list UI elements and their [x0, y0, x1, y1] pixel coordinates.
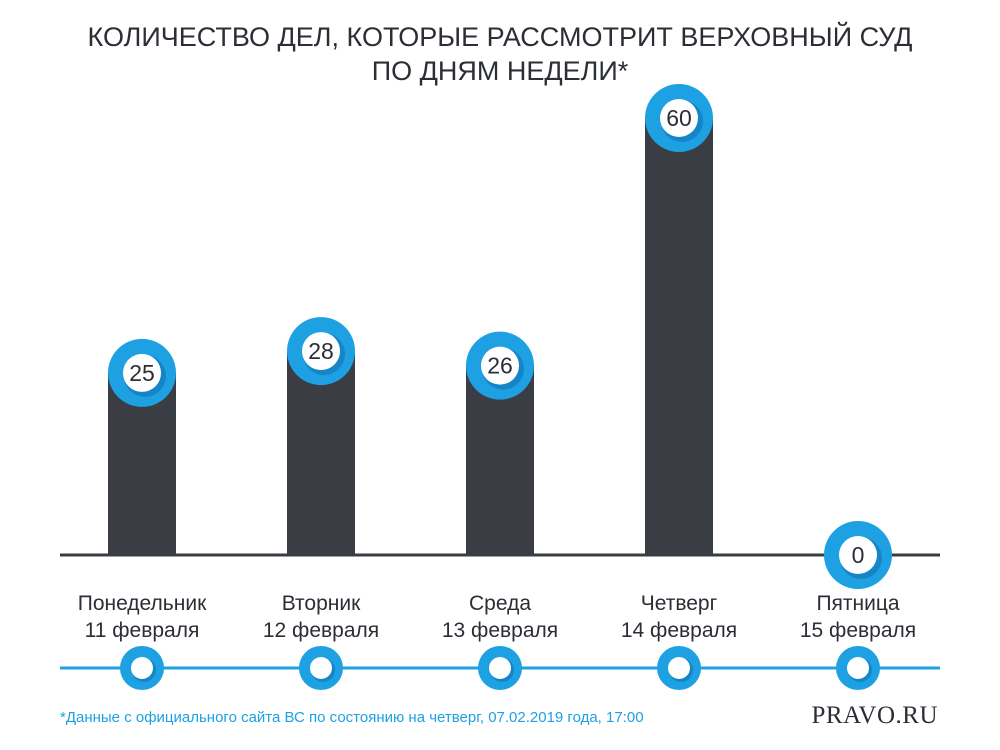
- timeline-dot-inner: [668, 657, 690, 679]
- chart-title-line-2: ПО ДНЯМ НЕДЕЛИ*: [372, 56, 629, 86]
- data-label-3: 26: [487, 353, 513, 379]
- value-marker-center: [481, 346, 519, 385]
- bar-2: [287, 351, 355, 556]
- brand-logo-text: PRAVO.RU: [812, 702, 939, 729]
- timeline-dot-1: [120, 646, 164, 690]
- category-day-label-5: Пятница: [816, 592, 899, 615]
- value-marker-5: 0: [824, 521, 892, 589]
- category-day-label-2: Вторник: [282, 592, 361, 615]
- data-label-1: 25: [129, 360, 155, 386]
- timeline-dot-inner: [489, 657, 511, 679]
- timeline-dot-3: [478, 646, 522, 690]
- value-marker-2: 28: [287, 317, 355, 386]
- value-marker-1: 25: [108, 338, 176, 407]
- timeline-dot-4: [657, 646, 701, 690]
- timeline-dot-2: [299, 646, 343, 690]
- value-marker-center: [302, 332, 340, 371]
- value-marker-center: [839, 536, 877, 574]
- timeline-dots-group: [120, 646, 880, 690]
- bar-4: [645, 118, 713, 556]
- category-day-label-1: Понедельник: [78, 592, 207, 615]
- value-markers-group: 25 28 26 60 0: [108, 84, 892, 589]
- timeline-dot-inner: [310, 657, 332, 679]
- timeline-dot-inner: [847, 657, 869, 679]
- timeline-dot-inner: [131, 657, 153, 679]
- value-marker-4: 60: [645, 84, 713, 152]
- category-day-label-4: Четверг: [641, 592, 718, 615]
- category-date-label-2: 12 февраля: [263, 619, 379, 642]
- chart-title-line-1: КОЛИЧЕСТВО ДЕЛ, КОТОРЫЕ РАССМОТРИТ ВЕРХО…: [88, 21, 913, 52]
- bars-group: [108, 118, 713, 556]
- footnote: *Данные с официального сайта ВС по состо…: [60, 709, 644, 726]
- category-date-label-3: 13 февраля: [442, 619, 558, 642]
- data-label-5: 0: [852, 542, 865, 568]
- category-date-label-5: 15 февраля: [800, 619, 916, 642]
- data-label-2: 28: [308, 338, 334, 364]
- category-day-label-3: Среда: [469, 592, 531, 615]
- category-date-label-4: 14 февраля: [621, 619, 737, 642]
- value-marker-center: [123, 353, 161, 392]
- value-marker-3: 26: [466, 331, 534, 400]
- timeline-dot-5: [836, 646, 880, 690]
- category-labels-group: Понедельник 11 февраля Вторник 12 февраля Ср…: [78, 592, 916, 642]
- value-marker-center: [660, 99, 698, 137]
- category-date-label-1: 11 февраля: [85, 619, 200, 642]
- data-label-4: 60: [666, 105, 692, 131]
